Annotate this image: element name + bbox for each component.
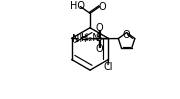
Text: O: O [95,44,103,54]
Text: NH: NH [73,34,87,44]
Text: S: S [96,33,102,43]
Text: O: O [123,30,130,40]
Text: O: O [95,23,103,33]
Text: O: O [98,2,106,12]
Text: H₂N: H₂N [81,33,99,43]
Text: Cl: Cl [103,62,113,72]
Text: HO: HO [70,1,85,11]
